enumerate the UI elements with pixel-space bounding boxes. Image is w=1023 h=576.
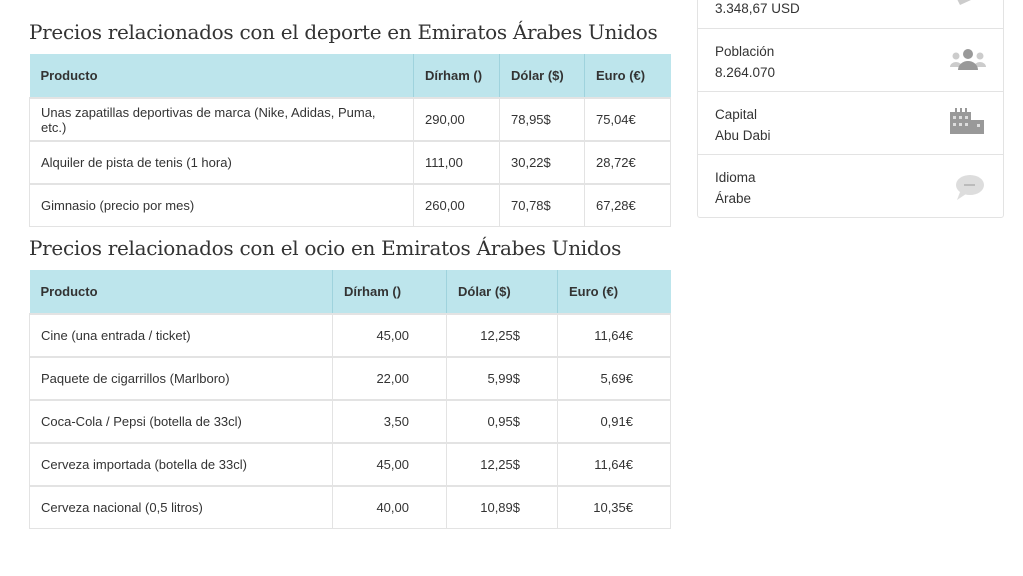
dollar-cell: 78,95$ <box>499 97 585 142</box>
dollar-cell: 30,22$ <box>499 140 585 185</box>
euro-cell: 11,64€ <box>557 442 671 487</box>
comment-icon <box>956 175 984 200</box>
sport-prices-title: Precios relacionados con el deporte en E… <box>29 20 658 44</box>
dirham-cell: 290,00 <box>413 97 500 142</box>
leisure-prices-table: Producto Dírham () Dólar ($) Euro (€) Ci… <box>29 270 671 529</box>
dirham-cell: 3,50 <box>332 399 447 444</box>
product-cell: Gimnasio (precio por mes) <box>29 183 414 227</box>
table-row: Gimnasio (precio por mes) 260,00 70,78$ 67,… <box>29 183 671 227</box>
info-value: 8.264.070 <box>715 65 776 80</box>
euro-cell: 11,64€ <box>557 313 671 358</box>
table-row: Cine (una entrada / ticket) 45,00 12,25$ 11… <box>29 313 671 358</box>
euro-cell: 0,91€ <box>557 399 671 444</box>
table-row: Cerveza importada (botella de 33cl) 45,00… <box>29 442 671 487</box>
users-icon <box>950 49 986 70</box>
table-row: Coca-Cola / Pepsi (botella de 33cl) 3,50 0… <box>29 399 671 444</box>
column-header: Dírham () <box>413 54 500 98</box>
dirham-cell: 40,00 <box>332 485 447 529</box>
column-header: Producto <box>29 270 333 314</box>
dollar-cell: 70,78$ <box>499 183 585 227</box>
dollar-cell: 10,89$ <box>446 485 558 529</box>
info-row-gdp: 3.348,67 USD <box>698 0 1003 28</box>
dollar-cell: 12,25$ <box>446 442 558 487</box>
city-icon <box>950 108 984 134</box>
table-header-row: Producto Dírham () Dólar ($) Euro (€) <box>29 270 671 314</box>
euro-cell: 75,04€ <box>584 97 671 142</box>
info-value: 3.348,67 USD <box>715 1 800 16</box>
column-header: Dólar ($) <box>446 270 558 314</box>
euro-cell: 67,28€ <box>584 183 671 227</box>
info-row-language: Idioma Árabe <box>698 154 1003 217</box>
product-cell: Paquete de cigarrillos (Marlboro) <box>29 356 333 401</box>
dirham-cell: 22,00 <box>332 356 447 401</box>
column-header: Dírham () <box>332 270 447 314</box>
dirham-cell: 45,00 <box>332 442 447 487</box>
info-row-capital: Capital Abu Dabi <box>698 91 1003 154</box>
info-row-population: Población 8.264.070 <box>698 28 1003 91</box>
euro-cell: 28,72€ <box>584 140 671 185</box>
column-header: Dólar ($) <box>499 54 585 98</box>
product-cell: Unas zapatillas deportivas de marca (Nik… <box>29 97 414 142</box>
table-row: Alquiler de pista de tenis (1 hora) 111,0… <box>29 140 671 185</box>
dirham-cell: 111,00 <box>413 140 500 185</box>
table-row: Paquete de cigarrillos (Marlboro) 22,00 5,… <box>29 356 671 401</box>
info-value: Árabe <box>715 191 752 206</box>
info-label: Capital <box>715 107 758 122</box>
country-info-card: 3.348,67 USD Población 8.264.070 Capital… <box>697 0 1004 218</box>
euro-cell: 10,35€ <box>557 485 671 529</box>
dirham-cell: 260,00 <box>413 183 500 227</box>
table-header-row: Producto Dírham () Dólar ($) Euro (€) <box>29 54 671 98</box>
euro-cell: 5,69€ <box>557 356 671 401</box>
product-cell: Alquiler de pista de tenis (1 hora) <box>29 140 414 185</box>
column-header: Euro (€) <box>584 54 671 98</box>
table-row: Unas zapatillas deportivas de marca (Nik… <box>29 97 671 142</box>
column-header: Producto <box>29 54 414 98</box>
column-header: Euro (€) <box>557 270 671 314</box>
dirham-cell: 45,00 <box>332 313 447 358</box>
leisure-prices-title: Precios relacionados con el ocio en Emir… <box>29 236 622 260</box>
info-label: Idioma <box>715 170 756 185</box>
product-cell: Cine (una entrada / ticket) <box>29 313 333 358</box>
money-icon <box>957 0 971 5</box>
info-label: Población <box>715 44 775 59</box>
product-cell: Coca-Cola / Pepsi (botella de 33cl) <box>29 399 333 444</box>
dollar-cell: 0,95$ <box>446 399 558 444</box>
product-cell: Cerveza nacional (0,5 litros) <box>29 485 333 529</box>
dollar-cell: 12,25$ <box>446 313 558 358</box>
dollar-cell: 5,99$ <box>446 356 558 401</box>
sport-prices-table: Producto Dírham () Dólar ($) Euro (€) Un… <box>29 54 671 227</box>
info-value: Abu Dabi <box>715 128 771 143</box>
product-cell: Cerveza importada (botella de 33cl) <box>29 442 333 487</box>
table-row: Cerveza nacional (0,5 litros) 40,00 10,89$… <box>29 485 671 529</box>
